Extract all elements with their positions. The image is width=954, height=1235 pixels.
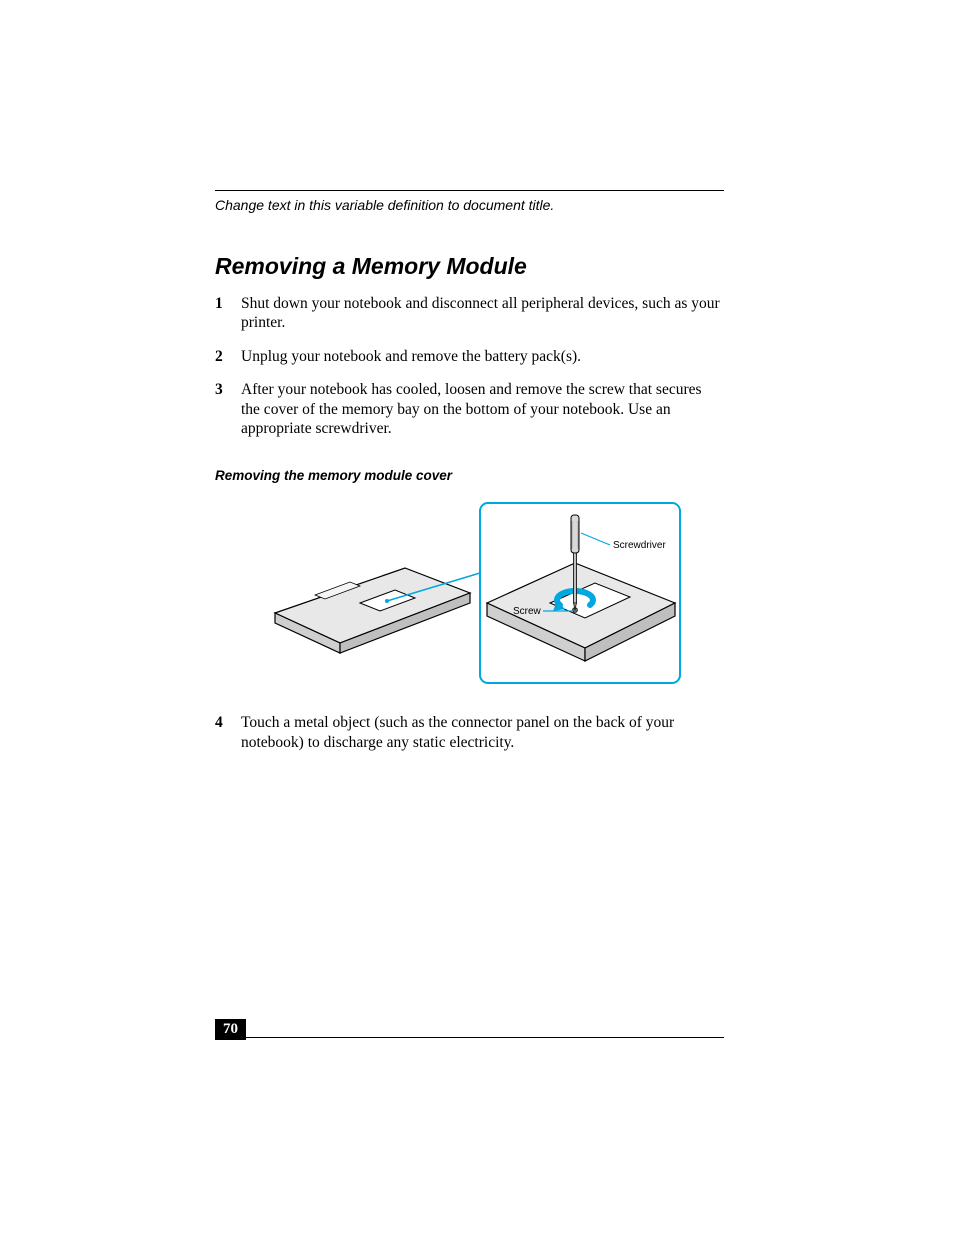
step-number: 4: [215, 713, 241, 752]
step-number: 3: [215, 380, 241, 438]
page: Change text in this variable definition …: [0, 0, 954, 1235]
footer: 70: [215, 1019, 724, 1040]
step-item: 2 Unplug your notebook and remove the ba…: [215, 347, 724, 366]
laptop-icon: [275, 568, 480, 653]
header-variable-text: Change text in this variable definition …: [215, 197, 724, 213]
step-text: Touch a metal object (such as the connec…: [241, 713, 724, 752]
step-item: 4 Touch a metal object (such as the conn…: [215, 713, 724, 752]
figure-svg: Screwdriver Screw: [255, 493, 685, 693]
screw-label: Screw: [513, 606, 542, 617]
section-title: Removing a Memory Module: [215, 253, 724, 280]
footer-rule: [246, 1037, 724, 1038]
step-number: 1: [215, 294, 241, 333]
steps-list: 1 Shut down your notebook and disconnect…: [215, 294, 724, 438]
figure: Screwdriver Screw: [255, 493, 685, 693]
page-number: 70: [215, 1019, 246, 1040]
screwdriver-label: Screwdriver: [613, 540, 666, 551]
step-text: After your notebook has cooled, loosen a…: [241, 380, 724, 438]
step-number: 2: [215, 347, 241, 366]
steps-list-after: 4 Touch a metal object (such as the conn…: [215, 713, 724, 752]
header-rule: [215, 190, 724, 191]
figure-caption: Removing the memory module cover: [215, 468, 724, 483]
step-item: 1 Shut down your notebook and disconnect…: [215, 294, 724, 333]
step-item: 3 After your notebook has cooled, loosen…: [215, 380, 724, 438]
inset-icon: Screwdriver Screw: [480, 503, 680, 683]
step-text: Shut down your notebook and disconnect a…: [241, 294, 724, 333]
step-text: Unplug your notebook and remove the batt…: [241, 347, 724, 366]
